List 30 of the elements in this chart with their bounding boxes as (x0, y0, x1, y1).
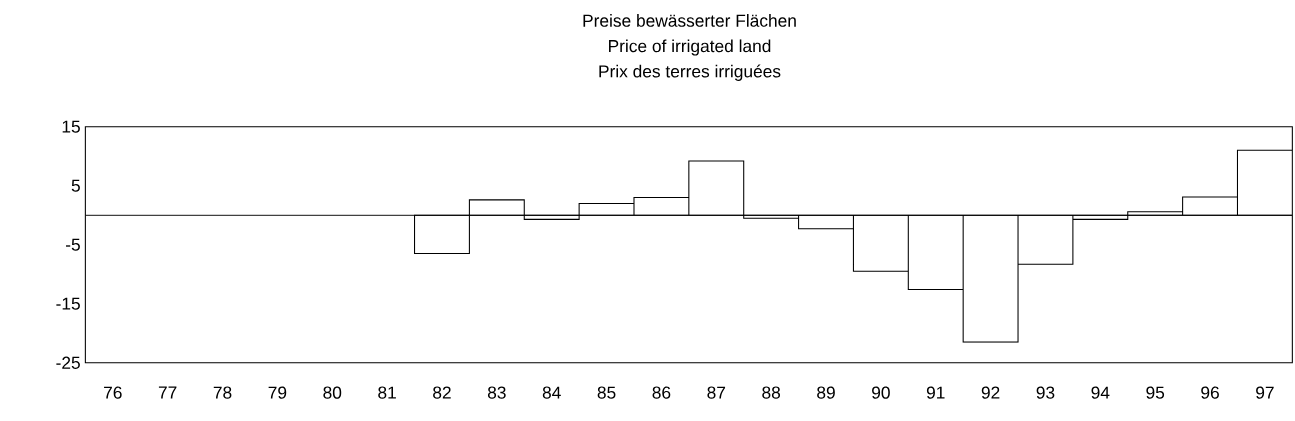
x-tick-label: 84 (542, 386, 561, 399)
x-tick-label: 92 (981, 386, 1000, 399)
x-tick-label: 83 (487, 386, 506, 399)
x-tick-label: 85 (597, 386, 616, 399)
x-tick-label: 77 (158, 386, 177, 399)
y-tick-label: 15 (62, 120, 80, 133)
chart-subtitle: Price of irrigated land (609, 39, 771, 56)
x-tick-label: 81 (378, 386, 396, 399)
x-tick-label: 96 (1201, 386, 1219, 399)
x-tick-label: 91 (926, 386, 945, 399)
x-tick-label: 78 (213, 386, 232, 399)
y-tick-label: -15 (56, 297, 80, 310)
x-tick-label: 90 (872, 386, 890, 399)
x-tick-label: 89 (817, 386, 835, 399)
x-tick-label: 93 (1036, 386, 1055, 399)
x-tick-label: 79 (268, 386, 287, 399)
x-tick-label: 76 (104, 386, 122, 399)
x-tick-label: 97 (1256, 386, 1274, 399)
chart-title: Preise bewässerter Flächen (583, 13, 796, 27)
x-tick-label: 86 (652, 386, 671, 399)
x-tick-label: 82 (433, 386, 451, 399)
x-tick-label: 80 (323, 386, 342, 399)
y-tick-label: -5 (66, 238, 80, 251)
text: Prix des terres irriguées (599, 64, 781, 81)
x-tick-label: 88 (762, 386, 781, 399)
x-tick-label: 87 (707, 386, 726, 399)
x-tick-label: 95 (1146, 386, 1165, 399)
y-tick-label: 5 (71, 179, 80, 192)
y-tick-label: -25 (56, 356, 80, 369)
x-tick-label: 94 (1091, 386, 1110, 399)
